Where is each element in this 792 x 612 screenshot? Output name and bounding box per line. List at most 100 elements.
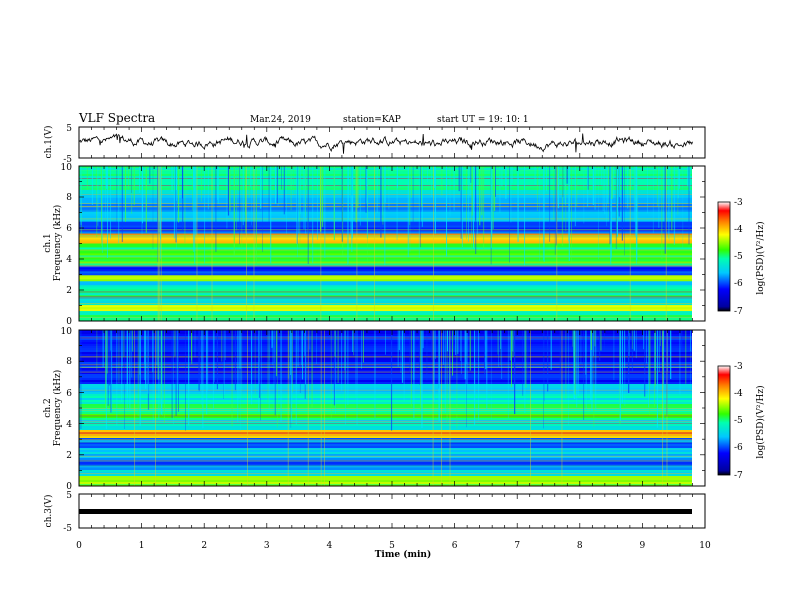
spectrogram-band xyxy=(79,223,692,227)
spectrogram-band xyxy=(79,376,692,379)
ch3-flat-signal xyxy=(79,509,692,514)
spectrogram-band xyxy=(79,410,692,413)
spectrogram-band xyxy=(79,257,692,260)
spectrogram-band xyxy=(79,263,692,266)
ch1-spectrogram-ticks xyxy=(78,165,706,322)
spectrogram-band xyxy=(79,380,692,383)
spectrogram-band xyxy=(79,229,692,233)
ch1-cb-tick-m5: -5 xyxy=(734,252,743,262)
ch1-spectrogram-panel: 0 2 4 6 8 10 ch.1 Frequency (kHz) xyxy=(43,163,706,327)
ch1-colorbar-label: log(PSD)(V²/Hz) xyxy=(755,221,766,294)
spectrogram-band xyxy=(79,297,692,300)
spectrogram-band xyxy=(79,255,692,259)
x-tick-label: 7 xyxy=(514,541,520,551)
spectrogram-band xyxy=(79,446,692,449)
x-axis-tick-labels: 0 1 2 3 4 5 6 7 8 9 10 xyxy=(76,541,711,551)
spectrogram-band xyxy=(79,309,692,312)
ch3-ytick-bottom: -5 xyxy=(63,524,72,534)
ch1-spec-ytick-10: 10 xyxy=(61,163,73,173)
spectrogram-band xyxy=(79,416,692,419)
spectrogram-band xyxy=(79,253,692,257)
ch1-cb-tick-m4: -4 xyxy=(734,225,743,235)
spectrogram-band xyxy=(79,275,692,278)
spectrogram-band xyxy=(79,366,692,369)
station-label: station=KAP xyxy=(343,115,401,125)
ch1-spec-ylabel-line1: ch.1 xyxy=(43,233,53,252)
ch2-spectrogram-ticks xyxy=(78,329,706,487)
ch3-ylabel: ch.3(V) xyxy=(43,495,54,528)
spectrogram-band xyxy=(79,444,692,447)
ch2-cb-tick-m7: -7 xyxy=(734,471,743,481)
spectrogram-band xyxy=(79,474,692,477)
spectrogram-band xyxy=(79,368,692,371)
spectrogram-band xyxy=(79,207,692,211)
spectrogram-band xyxy=(79,301,692,304)
spectrogram-band xyxy=(79,201,692,205)
ch1-ytick-bottom: -5 xyxy=(63,155,72,165)
spectrogram-band xyxy=(79,231,692,235)
ch1-spec-ytick-2: 2 xyxy=(66,286,72,296)
ch2-spec-ytick-6: 6 xyxy=(66,389,72,399)
spectrogram-band xyxy=(79,219,692,223)
spectrogram-band xyxy=(79,392,692,395)
spectrogram-band xyxy=(79,454,692,457)
ch1-cb-tick-m6: -6 xyxy=(734,279,743,289)
ch2-spectrogram-image xyxy=(79,330,692,486)
ch2-spec-ytick-0: 0 xyxy=(66,482,72,492)
spectrogram-band xyxy=(79,456,692,459)
spectrogram-band xyxy=(79,237,692,241)
ch1-waveform-panel: 5 -5 ch.1(V) xyxy=(43,124,706,165)
spectrogram-band xyxy=(79,388,692,391)
x-tick-label: 8 xyxy=(577,541,583,551)
spectrogram-band xyxy=(79,372,692,375)
spectrogram-band xyxy=(79,484,692,486)
ch1-cb-tick-m3: -3 xyxy=(734,198,743,208)
ch2-spectrogram-panel: 0 2 4 6 8 10 ch.2 Frequency (kHz) xyxy=(43,327,706,492)
spectrogram-band xyxy=(79,307,692,310)
ch2-spec-ytick-2: 2 xyxy=(66,451,72,461)
ch2-colorbar: -3 -4 -5 -6 -7 log(PSD)(V²/Hz) xyxy=(717,362,766,481)
spectrogram-band xyxy=(79,311,692,314)
spectrogram-band xyxy=(79,243,692,247)
spectrogram-band xyxy=(79,239,692,243)
spectrogram-band xyxy=(79,269,692,272)
ch2-spec-ytick-8: 8 xyxy=(66,357,72,367)
spectrogram-band xyxy=(79,358,692,361)
spectrogram-band xyxy=(79,482,692,485)
ch2-spec-ylabel-line2: Frequency (kHz) xyxy=(52,370,63,447)
spectrogram-band xyxy=(79,279,692,282)
spectrogram-band xyxy=(79,283,692,286)
spectrogram-band xyxy=(79,478,692,481)
spectrogram-band xyxy=(79,247,692,251)
spectrogram-band xyxy=(79,360,692,363)
ch1-colorbar-scale xyxy=(717,201,731,312)
spectrogram-band xyxy=(79,440,692,443)
spectrogram-band xyxy=(79,289,692,292)
spectrogram-band xyxy=(79,408,692,411)
ch2-colorbar-label: log(PSD)(V²/Hz) xyxy=(755,385,766,458)
spectrogram-band xyxy=(79,384,692,387)
spectrogram-band xyxy=(79,390,692,393)
spectrogram-band xyxy=(79,213,692,217)
spectrogram-band xyxy=(79,426,692,429)
spectrogram-band xyxy=(79,221,692,225)
spectrogram-band xyxy=(79,362,692,365)
spectrogram-band xyxy=(79,464,692,467)
spectrogram-band xyxy=(79,203,692,207)
ch1-spec-ytick-6: 6 xyxy=(66,224,72,234)
spectrogram-band xyxy=(79,400,692,403)
ch1-colorbar: -3 -4 -5 -6 -7 log(PSD)(V²/Hz) xyxy=(717,198,766,317)
spectrogram-band xyxy=(79,424,692,427)
spectrogram-band xyxy=(79,466,692,469)
x-tick-label: 10 xyxy=(699,541,711,551)
spectrogram-band xyxy=(79,394,692,397)
x-tick-label: 5 xyxy=(389,541,395,551)
spectrogram-band xyxy=(79,438,692,441)
spectrogram-band xyxy=(79,277,692,280)
ch2-spec-ytick-4: 4 xyxy=(66,420,72,430)
spectrogram-band xyxy=(79,460,692,463)
x-tick-label: 2 xyxy=(201,541,207,551)
spectrogram-band xyxy=(79,299,692,302)
x-tick-label: 1 xyxy=(139,541,145,551)
